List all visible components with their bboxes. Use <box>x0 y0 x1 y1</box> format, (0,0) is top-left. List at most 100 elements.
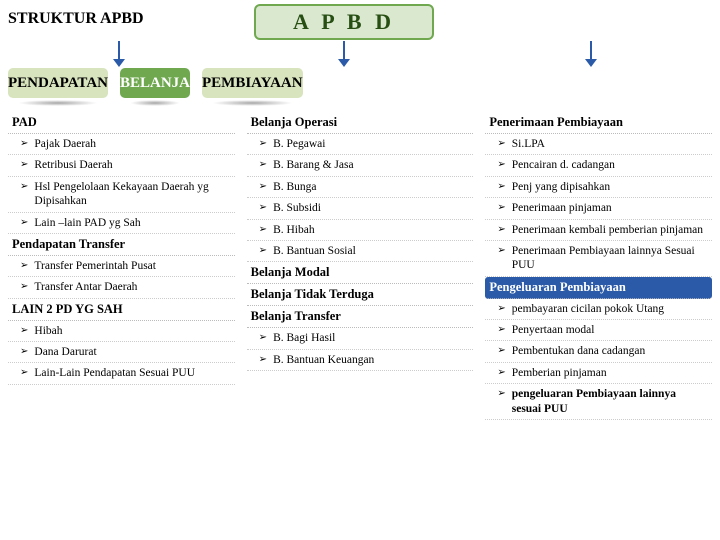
list-item: ➢ Pembentukan dana cadangan <box>485 341 712 362</box>
col-header-label: BELANJA <box>120 75 190 92</box>
list-item: ➢ B. Barang & Jasa <box>247 155 474 176</box>
section-title: Penerimaan Pembiayaan <box>485 112 712 134</box>
bullet-icon: ➢ <box>20 367 28 380</box>
bullet-icon: ➢ <box>20 159 28 172</box>
list-item-label: Hsl Pengelolaan Kekayaan Daerah yg Dipis… <box>34 180 230 209</box>
bullet-icon: ➢ <box>259 202 267 215</box>
list-item-label: Transfer Pemerintah Pusat <box>34 259 156 273</box>
list-item: ➢Transfer Antar Daerah <box>8 277 235 298</box>
list-item-label: Penj yang dipisahkan <box>512 180 610 194</box>
list-item-label: Penerimaan pinjaman <box>512 201 612 215</box>
section-title: Pendapatan Transfer <box>8 234 235 256</box>
list-item: ➢pengeluaran Pembiayaan lainnya sesuai P… <box>485 384 712 420</box>
list-item-label: Hibah <box>34 324 62 338</box>
col-header-belanja: BELANJA <box>120 68 190 106</box>
list-item: ➢ Penj yang dipisahkan <box>485 177 712 198</box>
list-item-label: B. Bunga <box>273 180 316 194</box>
bullet-icon: ➢ <box>20 325 28 338</box>
column-headers: PENDAPATAN BELANJA PEMBIAYAAN <box>0 68 720 106</box>
bullet-icon: ➢ <box>497 224 505 237</box>
list-item: ➢ Hsl Pengelolaan Kekayaan Daerah yg Dipi… <box>8 177 235 213</box>
column-1: Belanja Operasi➢B. Pegawai ➢ B. Barang & J… <box>247 112 474 420</box>
list-item-label: B. Hibah <box>273 223 315 237</box>
list-item: ➢ Transfer Pemerintah Pusat <box>8 256 235 277</box>
col-header-label: PEMBIAYAAN <box>202 75 303 92</box>
column-2: Penerimaan Pembiayaan ➢ Si.LPA ➢ Pencairan d… <box>485 112 712 420</box>
arrow-icon <box>118 41 120 61</box>
list-item-label: B. Bagi Hasil <box>273 331 335 345</box>
bullet-icon: ➢ <box>497 303 505 316</box>
list-item: ➢ B. Bantuan Sosial <box>247 241 474 262</box>
list-item: ➢B. Pegawai <box>247 134 474 155</box>
list-item: ➢ Penerimaan Pembiayaan lainnya Sesuai PU… <box>485 241 712 277</box>
list-item-label: pembayaran cicilan pokok Utang <box>512 302 664 316</box>
list-item-label: Penyertaan modal <box>512 323 595 337</box>
list-item-label: Si.LPA <box>512 137 545 151</box>
bullet-icon: ➢ <box>20 217 28 230</box>
list-item-label: B. Bantuan Sosial <box>273 244 356 258</box>
list-item: ➢ Pajak Daerah <box>8 134 235 155</box>
list-item-label: Pajak Daerah <box>34 137 96 151</box>
list-item: ➢ pembayaran cicilan pokok Utang <box>485 299 712 320</box>
section-title: PAD <box>8 112 235 134</box>
list-item-label: Lain-Lain Pendapatan Sesuai PUU <box>34 366 195 380</box>
list-item-label: Retribusi Daerah <box>34 158 112 172</box>
section-title: Pengeluaran Pembiayaan <box>485 277 712 299</box>
bullet-icon: ➢ <box>497 245 505 258</box>
section-title: Belanja Modal <box>247 262 474 284</box>
list-item: ➢ Dana Darurat <box>8 342 235 363</box>
bullet-icon: ➢ <box>497 181 505 194</box>
list-item: ➢ Si.LPA <box>485 134 712 155</box>
list-item: ➢ Penyertaan modal <box>485 320 712 341</box>
bullet-icon: ➢ <box>497 202 505 215</box>
column-0: PAD ➢ Pajak Daerah ➢ Retribusi Daerah ➢ Hsl Pe… <box>8 112 235 420</box>
arrow-icon <box>590 41 592 61</box>
list-item-label: Dana Darurat <box>34 345 96 359</box>
col-header-label: PENDAPATAN <box>8 75 108 92</box>
bullet-icon: ➢ <box>497 159 505 172</box>
list-item-label: Pembentukan dana cadangan <box>512 344 645 358</box>
list-item: ➢ Penerimaan kembali pemberian pinjaman <box>485 220 712 241</box>
list-item-label: Penerimaan kembali pemberian pinjaman <box>512 223 703 237</box>
list-item: ➢ B. Bantuan Keuangan <box>247 350 474 371</box>
list-item: ➢ Pencairan d. cadangan <box>485 155 712 176</box>
columns: PAD ➢ Pajak Daerah ➢ Retribusi Daerah ➢ Hsl Pe… <box>0 112 720 420</box>
list-item: ➢B. Hibah <box>247 220 474 241</box>
root-box-label: A P B D <box>293 9 395 35</box>
list-item: ➢ Retribusi Daerah <box>8 155 235 176</box>
arrow-icon <box>343 41 345 61</box>
list-item: ➢ Hibah <box>8 321 235 342</box>
bullet-icon: ➢ <box>20 181 28 194</box>
list-item-label: B. Barang & Jasa <box>273 158 353 172</box>
section-title: Belanja Tidak Terduga <box>247 284 474 306</box>
list-item-label: B. Bantuan Keuangan <box>273 353 374 367</box>
col-header-pembiayaan: PEMBIAYAAN <box>202 68 303 106</box>
bullet-icon: ➢ <box>497 324 505 337</box>
bullet-icon: ➢ <box>497 388 505 401</box>
bullet-icon: ➢ <box>20 346 28 359</box>
section-title: LAIN 2 PD YG SAH <box>8 299 235 321</box>
bullet-icon: ➢ <box>20 260 28 273</box>
section-title: Belanja Transfer <box>247 306 474 328</box>
bullet-icon: ➢ <box>259 181 267 194</box>
bullet-icon: ➢ <box>497 367 505 380</box>
bullet-icon: ➢ <box>259 354 267 367</box>
list-item: ➢B. Subsidi <box>247 198 474 219</box>
col-header-pendapatan: PENDAPATAN <box>8 68 108 106</box>
shadow-icon <box>212 100 293 106</box>
shadow-icon <box>18 100 98 106</box>
bullet-icon: ➢ <box>259 159 267 172</box>
list-item-label: Pencairan d. cadangan <box>512 158 615 172</box>
root-box: A P B D <box>254 4 434 40</box>
bullet-icon: ➢ <box>497 138 505 151</box>
list-item: ➢ Lain-Lain Pendapatan Sesuai PUU <box>8 363 235 384</box>
section-title: Belanja Operasi <box>247 112 474 134</box>
bullet-icon: ➢ <box>20 138 28 151</box>
shadow-icon <box>130 100 180 106</box>
list-item-label: Lain –lain PAD yg Sah <box>34 216 140 230</box>
bullet-icon: ➢ <box>259 332 267 345</box>
list-item: ➢ B. Bunga <box>247 177 474 198</box>
bullet-icon: ➢ <box>497 345 505 358</box>
bullet-icon: ➢ <box>259 245 267 258</box>
list-item-label: Penerimaan Pembiayaan lainnya Sesuai PUU <box>512 244 708 273</box>
